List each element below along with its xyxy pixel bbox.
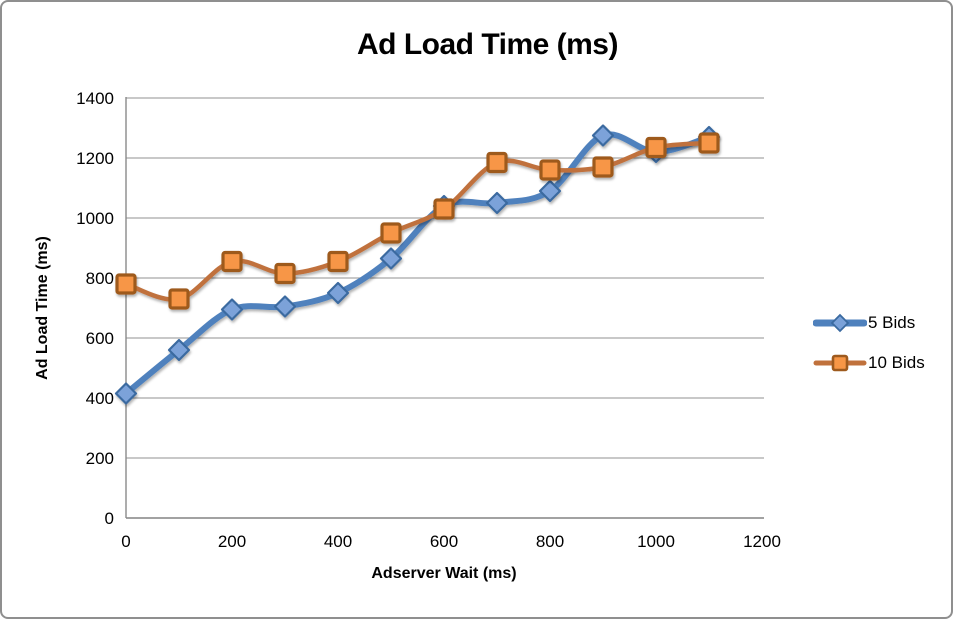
x-axis-title[interactable]: Adserver Wait (ms) bbox=[371, 565, 517, 582]
data-point-marker[interactable] bbox=[273, 295, 297, 318]
data-point-marker[interactable] bbox=[327, 250, 349, 273]
series-line[interactable] bbox=[123, 131, 712, 397]
y-tick-label: 600 bbox=[86, 329, 114, 348]
x-tick-label: 1000 bbox=[637, 532, 675, 551]
data-point-marker[interactable] bbox=[591, 124, 615, 147]
y-tick-label: 1000 bbox=[76, 209, 114, 228]
y-tick-label: 800 bbox=[86, 269, 114, 288]
series-5-bids[interactable] bbox=[114, 124, 721, 405]
data-point-marker[interactable] bbox=[221, 250, 243, 273]
y-axis[interactable]: 0 200 400 600 800 1000 1200 1400 bbox=[76, 89, 114, 528]
gridlines bbox=[126, 97, 764, 519]
series-10-bids-swatch-icon bbox=[813, 351, 867, 375]
y-tick-label: 1200 bbox=[76, 149, 114, 168]
data-point-marker[interactable] bbox=[379, 247, 403, 270]
x-axis[interactable]: 0 200 400 600 800 1000 1200 bbox=[121, 532, 781, 551]
data-point-marker[interactable] bbox=[698, 132, 720, 154]
data-point-marker[interactable] bbox=[326, 281, 350, 305]
data-point-marker[interactable] bbox=[167, 338, 191, 362]
data-point-marker[interactable] bbox=[645, 136, 667, 159]
data-point-marker[interactable] bbox=[486, 151, 508, 174]
x-tick-label: 600 bbox=[430, 532, 458, 551]
x-tick-label: 1200 bbox=[743, 532, 781, 551]
y-tick-label: 1400 bbox=[76, 89, 114, 108]
data-point-marker[interactable] bbox=[380, 222, 402, 244]
data-point-marker[interactable] bbox=[539, 159, 561, 181]
x-tick-label: 0 bbox=[121, 532, 130, 551]
legend-label-10-bids: 10 Bids bbox=[868, 353, 925, 372]
data-point-marker[interactable] bbox=[433, 198, 455, 220]
legend[interactable]: 5 Bids 10 Bids bbox=[813, 310, 925, 376]
y-tick-label: 400 bbox=[86, 389, 114, 408]
data-point-marker[interactable] bbox=[114, 382, 138, 405]
chart-title[interactable]: Ad Load Time (ms) bbox=[357, 28, 618, 61]
data-point-marker[interactable] bbox=[274, 262, 296, 285]
legend-swatch bbox=[813, 354, 867, 372]
data-point-marker[interactable] bbox=[538, 179, 562, 203]
data-point-marker[interactable] bbox=[168, 288, 190, 310]
x-tick-label: 800 bbox=[536, 532, 564, 551]
data-point-marker[interactable] bbox=[220, 298, 244, 321]
data-point-marker[interactable] bbox=[115, 273, 137, 295]
legend-label-5-bids: 5 Bids bbox=[868, 313, 916, 332]
series-10-bids[interactable] bbox=[115, 132, 720, 310]
x-tick-label: 200 bbox=[218, 532, 246, 551]
series-5-bids-swatch-icon bbox=[813, 311, 867, 335]
series-line[interactable] bbox=[123, 140, 712, 302]
legend-swatch bbox=[813, 313, 867, 333]
legend-item-5-bids[interactable]: 5 Bids bbox=[813, 310, 925, 336]
data-point-marker[interactable] bbox=[485, 191, 509, 215]
y-tick-label: 200 bbox=[86, 449, 114, 468]
y-tick-label: 0 bbox=[105, 509, 114, 528]
legend-item-10-bids[interactable]: 10 Bids bbox=[813, 350, 925, 376]
data-point-marker[interactable] bbox=[592, 156, 614, 178]
x-tick-label: 400 bbox=[324, 532, 352, 551]
